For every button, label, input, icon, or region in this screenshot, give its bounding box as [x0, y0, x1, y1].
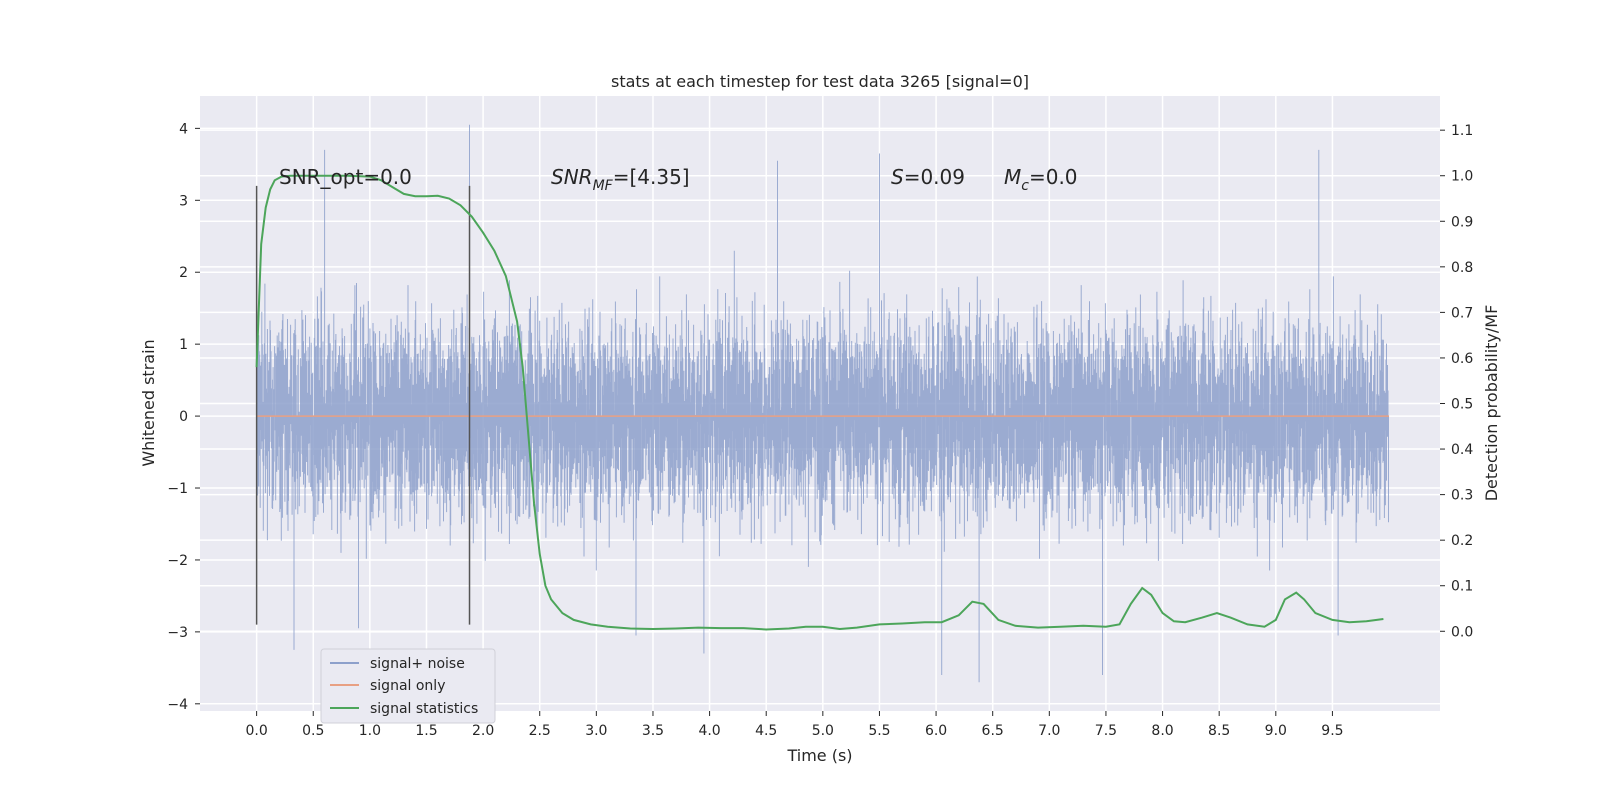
- x-tick-label: 2.0: [472, 723, 494, 739]
- y-tick-label: 1: [179, 337, 188, 353]
- x-tick-label: 8.0: [1151, 723, 1173, 739]
- y2-tick-label: 0.9: [1451, 214, 1473, 230]
- y-tick-label: −4: [167, 697, 188, 713]
- legend-label-signal-only: signal only: [370, 678, 445, 694]
- y2-tick-label: 0.8: [1451, 260, 1473, 276]
- annotation-s: S=0.09: [891, 165, 965, 189]
- annotation-mc: Mc=0.0: [1004, 165, 1078, 194]
- y2-axis-ticks: 1.1 1.0 0.9 0.8 0.7 0.6 0.5 0.4 0.3 0.2 0.1 0.0: [1440, 123, 1473, 640]
- x-axis-ticks: 0.0 0.5 1.0 1.5 2.0 2.5 3.0 3.5 4.0 4.5 5.0 5.5 6.0 6…: [245, 711, 1344, 739]
- legend-label-signal-statistics: signal statistics: [370, 701, 478, 717]
- x-tick-label: 3.5: [642, 723, 664, 739]
- vertical-markers: [255, 185, 471, 625]
- y2-tick-label: 0.6: [1451, 351, 1473, 367]
- chart-title: stats at each timestep for test data 326…: [611, 72, 1029, 91]
- y-axis-label: Whitened strain: [139, 339, 158, 466]
- y-tick-label: 0: [179, 409, 188, 425]
- y2-tick-label: 0.2: [1451, 533, 1473, 549]
- y-tick-label: 3: [179, 193, 188, 209]
- x-tick-label: 7.0: [1038, 723, 1060, 739]
- x-tick-label: 0.5: [302, 723, 324, 739]
- x-tick-label: 4.0: [698, 723, 720, 739]
- x-tick-label: 9.5: [1321, 723, 1343, 739]
- y-tick-label: −1: [167, 481, 188, 497]
- y-tick-label: −3: [167, 625, 188, 641]
- legend: signal+ noise signal only signal statist…: [320, 648, 496, 724]
- x-tick-label: 5.5: [868, 723, 890, 739]
- x-tick-label: 1.0: [359, 723, 381, 739]
- y2-tick-label: 0.3: [1451, 488, 1473, 504]
- y2-tick-label: 0.0: [1451, 624, 1473, 640]
- legend-box: [320, 648, 496, 724]
- y2-tick-label: 0.5: [1451, 397, 1473, 413]
- y2-axis-label: Detection probability/MF: [1482, 305, 1501, 502]
- y2-tick-label: 1.1: [1451, 123, 1473, 139]
- y2-tick-label: 0.4: [1451, 442, 1473, 458]
- x-tick-label: 7.5: [1095, 723, 1117, 739]
- x-tick-label: 4.5: [755, 723, 777, 739]
- x-axis-label: Time (s): [786, 746, 852, 765]
- x-tick-label: 0.0: [245, 723, 267, 739]
- y2-tick-label: 0.1: [1451, 579, 1473, 595]
- x-tick-label: 6.5: [982, 723, 1004, 739]
- y2-tick-label: 0.7: [1451, 305, 1473, 321]
- x-tick-label: 2.5: [529, 723, 551, 739]
- y-tick-label: 2: [179, 265, 188, 281]
- y2-tick-label: 1.0: [1451, 169, 1473, 185]
- x-tick-label: 5.0: [812, 723, 834, 739]
- x-tick-label: 9.0: [1265, 723, 1287, 739]
- y-tick-label: 4: [179, 121, 188, 137]
- annotation-snr-opt: SNR_opt=0.0: [279, 165, 412, 189]
- x-tick-label: 6.0: [925, 723, 947, 739]
- x-tick-label: 3.0: [585, 723, 607, 739]
- x-tick-label: 1.5: [415, 723, 437, 739]
- annotation-snr-mf: SNRMF=[4.35]: [551, 165, 690, 194]
- y-axis-ticks: 4 3 2 1 0 −1 −2 −3 −4: [167, 121, 200, 713]
- y-tick-label: −2: [167, 553, 188, 569]
- x-tick-label: 8.5: [1208, 723, 1230, 739]
- series-signal-statistics: [255, 174, 1384, 631]
- legend-label-signal-noise: signal+ noise: [370, 656, 465, 672]
